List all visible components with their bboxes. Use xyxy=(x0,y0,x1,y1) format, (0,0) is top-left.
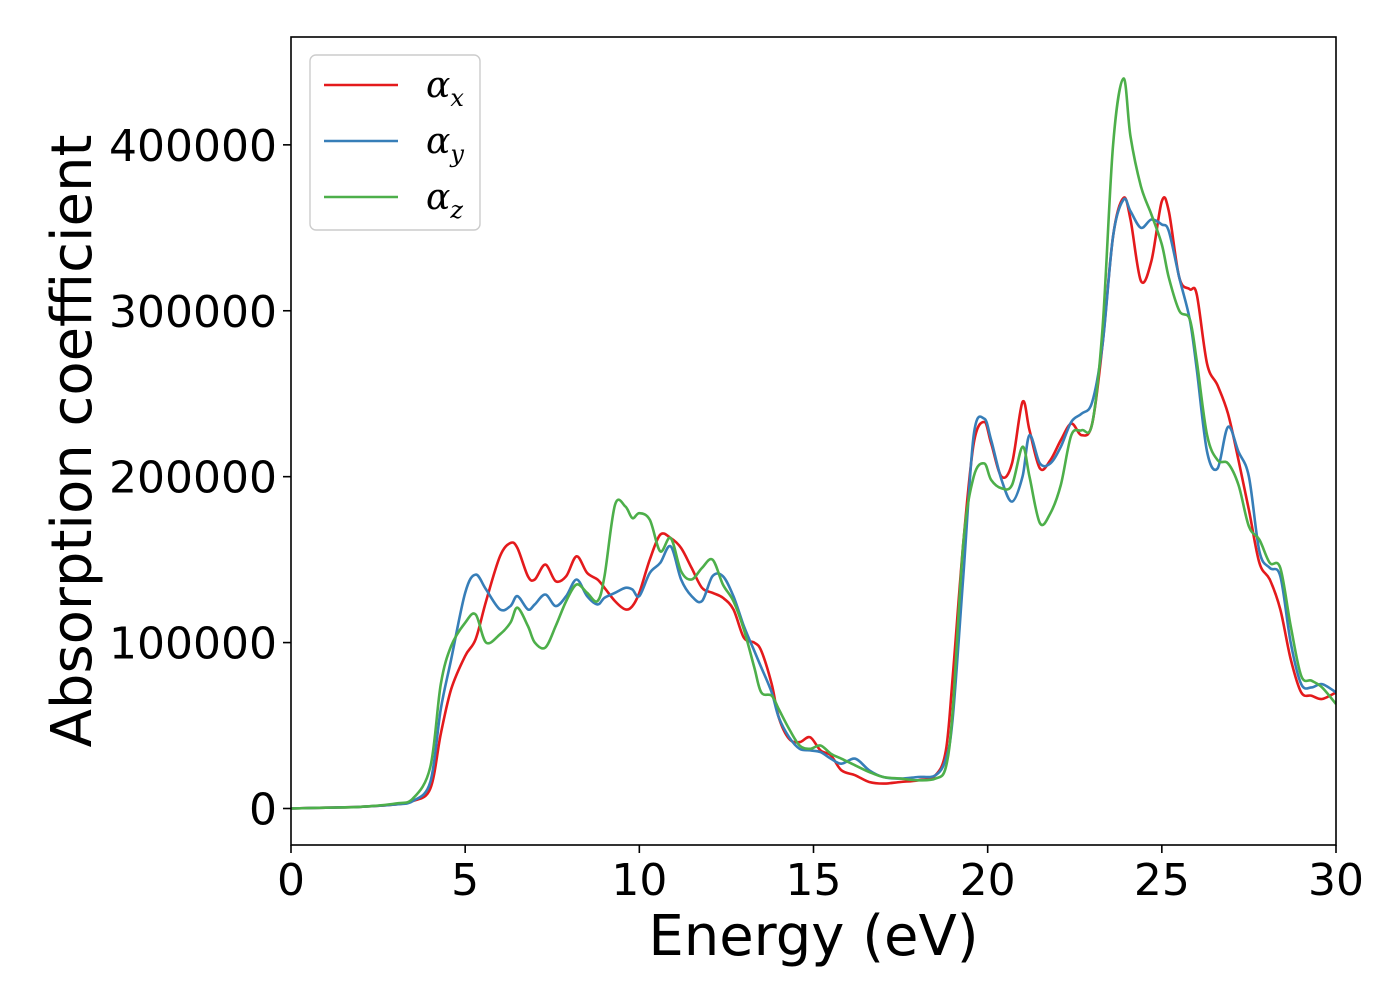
legend-label-y: αy xyxy=(426,121,464,168)
series-line-y xyxy=(291,197,1336,810)
legend: αx αy αz xyxy=(309,54,481,231)
y-tick-label: 0 xyxy=(249,784,277,835)
legend-label-z: αz xyxy=(426,177,463,224)
y-tick-label: 300000 xyxy=(109,287,277,338)
series-line-z xyxy=(291,77,1336,810)
y-tick-label: 400000 xyxy=(109,121,277,172)
y-axis: 0 100000 200000 300000 400000 xyxy=(109,121,291,835)
series-layer xyxy=(291,77,1336,810)
x-tick-label: 15 xyxy=(786,855,842,906)
legend-label-x: αx xyxy=(426,65,464,112)
x-tick-label: 20 xyxy=(960,855,1016,906)
legend-box xyxy=(309,54,481,231)
y-tick-label: 200000 xyxy=(109,453,277,504)
x-tick-label: 0 xyxy=(277,855,305,906)
x-tick-label: 5 xyxy=(451,855,479,906)
x-axis-label: Energy (eV) xyxy=(648,904,978,969)
x-tick-label: 30 xyxy=(1308,855,1364,906)
x-tick-label: 25 xyxy=(1134,855,1190,906)
y-tick-label: 100000 xyxy=(109,619,277,670)
x-tick-label: 10 xyxy=(611,855,667,906)
y-axis-label: Absorption coefficient xyxy=(40,135,105,748)
x-axis: 0 5 10 15 20 25 30 xyxy=(277,845,1364,906)
series-line-x xyxy=(291,196,1336,810)
